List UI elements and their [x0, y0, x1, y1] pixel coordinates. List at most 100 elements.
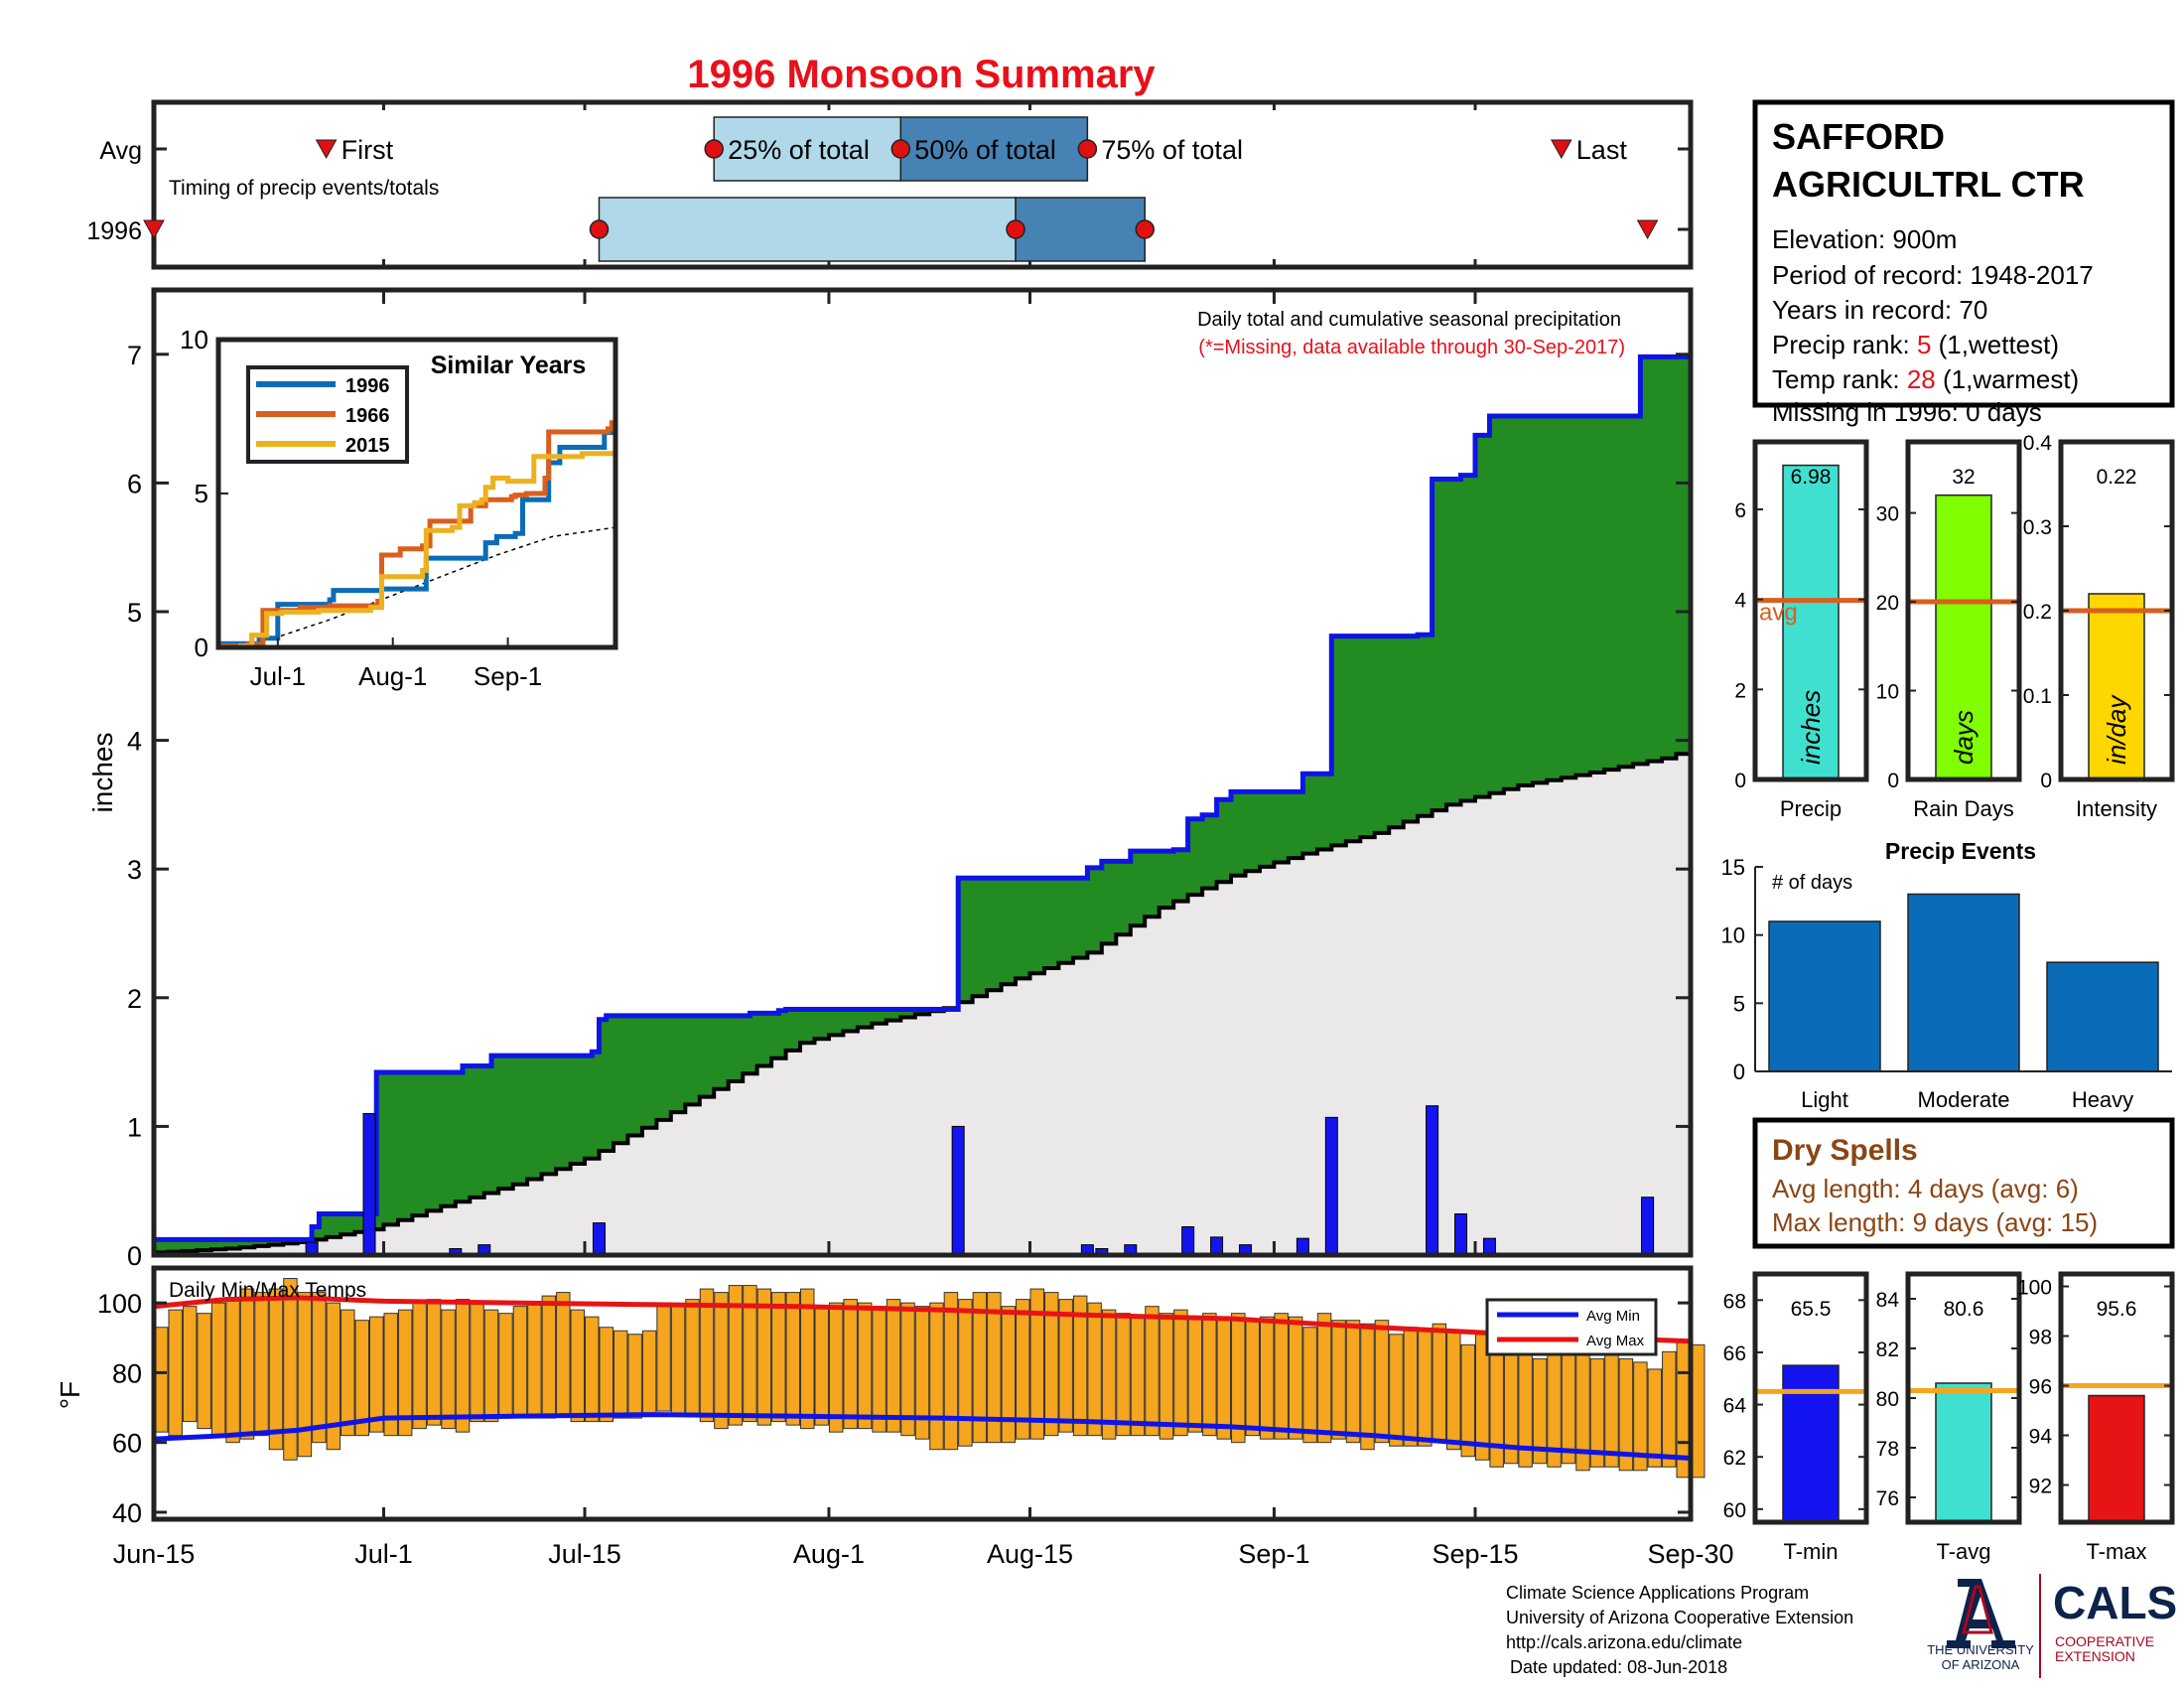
cals-line2: EXTENSION — [2055, 1648, 2135, 1664]
avg-q25-q50-box — [713, 116, 902, 182]
avg-last-marker — [1550, 139, 1572, 160]
inset-frame — [215, 337, 618, 650]
tmax-stat-frame — [2058, 1271, 2175, 1525]
daily-temp-bar — [168, 1309, 183, 1437]
daily-temp-bar — [1589, 1357, 1605, 1468]
daily-temp-bar — [1259, 1316, 1275, 1440]
daily-precip-bar — [1482, 1237, 1496, 1256]
date-axis-label: Aug-15 — [987, 1539, 1073, 1569]
dry-spells-max: Max length: 9 days (avg: 15) — [1772, 1207, 2098, 1237]
cals-logo: CALS COOPERATIVE EXTENSION — [2053, 1577, 2177, 1664]
raindays-stat-bar-label: days — [1949, 710, 1979, 765]
daily-temp-bar — [225, 1299, 240, 1444]
tmin-stat-value-label: 65.5 — [1791, 1298, 1832, 1321]
figure-title: 1996 Monsoon Summary — [687, 53, 1156, 96]
daily-temp-bar — [441, 1309, 456, 1430]
daily-temp-bar — [470, 1302, 484, 1423]
daily-temp-bar — [210, 1302, 226, 1437]
similar-years-inset: 0 5 10 Jul-1 Aug-1 Sep-1 Similar Years 1996 1… — [180, 325, 618, 691]
precip-rank-label: Precip rank: — [1772, 330, 1917, 359]
year-last-marker — [1636, 219, 1659, 240]
year-q50-marker — [1006, 219, 1025, 239]
date-axis-label: Sep-15 — [1432, 1539, 1518, 1569]
events-title: Precip Events — [1885, 838, 2036, 864]
inset-legend: 1996 1966 2015 — [246, 365, 409, 464]
precip-events-panel: Light Moderate Heavy 0 5 10 15 — [1721, 855, 2172, 1112]
daily-temp-bar — [972, 1292, 988, 1444]
footer-credits: Climate Science Applications Program Uni… — [1506, 1583, 1853, 1677]
daily-temp-bar — [297, 1292, 313, 1458]
daily-precip-bar — [592, 1222, 606, 1256]
daily-temp-bar — [498, 1313, 513, 1419]
intensity-stat-bar-label: in/day — [2102, 694, 2131, 765]
daily-temp-bar — [914, 1306, 930, 1440]
daily-temp-bar — [699, 1288, 715, 1423]
inset-series-line-1966 — [218, 379, 618, 648]
inset-title: Similar Years — [431, 352, 587, 379]
inset-xtick-label: Jul-1 — [250, 661, 306, 691]
daily-temp-bar — [1316, 1313, 1332, 1444]
precip-ytick-label: 6 — [127, 469, 142, 498]
daily-temp-bar — [512, 1306, 528, 1416]
daily-temp-bar — [857, 1302, 873, 1430]
daily-temp-bar — [800, 1288, 815, 1430]
precip-stat-ytick-label: 6 — [1734, 499, 1746, 522]
precip-ytick-label: 4 — [127, 727, 142, 757]
precip-subtitle: (*=Missing, data available through 30-Se… — [1198, 337, 1625, 358]
daily-temp-bar — [1633, 1361, 1648, 1472]
intensity-stat-ytick-label: 0.4 — [2023, 432, 2053, 455]
daily-temp-bar — [383, 1313, 398, 1437]
daily-temp-bar — [426, 1299, 442, 1426]
daily-temp-bar — [1159, 1313, 1174, 1440]
daily-temp-bar — [239, 1288, 255, 1440]
raindays-stat-ytick-label: 0 — [1887, 770, 1899, 792]
daily-temp-bar — [397, 1309, 413, 1437]
tmin-stat-ytick-label: 66 — [1723, 1342, 1746, 1365]
date-axis-label: Jul-15 — [548, 1539, 621, 1569]
daily-temp-bar — [670, 1306, 686, 1416]
daily-temp-bar — [1604, 1354, 1619, 1468]
precip-ytick-label: 5 — [127, 598, 142, 628]
tmin-stat-ytick-label: 68 — [1723, 1290, 1746, 1313]
daily-temp-bar — [341, 1309, 355, 1437]
year-q25-marker — [589, 219, 610, 239]
daily-precip-bar — [362, 1112, 376, 1256]
daily-temp-bar — [412, 1302, 427, 1430]
precip-frame — [151, 287, 1694, 1258]
tmin-stat-frame — [1752, 1271, 1869, 1525]
daily-temp-bar — [1532, 1357, 1548, 1465]
daily-temp-bar — [541, 1295, 557, 1419]
precip-ytick-label: 2 — [127, 984, 142, 1014]
daily-temp-bar — [1662, 1350, 1677, 1468]
daily-temp-bar — [1029, 1288, 1044, 1440]
temp-panel: 40 60 80 100 Daily Min/Max Temps °F Avg Min… — [55, 1265, 1706, 1528]
avg-q25-label: 25% of total — [728, 135, 870, 165]
legend-label-1966: 1966 — [345, 405, 390, 427]
tmax-stat-ytick-label: 98 — [2029, 1327, 2052, 1349]
daily-temp-bar — [1001, 1306, 1017, 1444]
avg-last-label: Last — [1576, 135, 1628, 165]
tmin-stat-bar — [1782, 1364, 1840, 1523]
temp-ytick-label: 100 — [97, 1289, 142, 1319]
daily-temp-bar — [1145, 1306, 1160, 1437]
daily-temp-bar — [771, 1292, 786, 1423]
inset-ytick-label: 5 — [195, 479, 208, 508]
station-temp-rank: Temp rank: 28 (1,warmest) — [1772, 364, 2079, 394]
university-of-arizona-logo: THE UNIVERSITY OF ARIZONA — [1927, 1579, 2034, 1672]
temp-ytick-label: 40 — [112, 1498, 142, 1528]
temp-title: Daily Min/Max Temps — [169, 1279, 366, 1302]
dry-spells-frame — [1752, 1117, 2175, 1249]
avg-q50-q75-box — [899, 116, 1089, 182]
intensity-stat-ytick-label: 0 — [2040, 770, 2052, 792]
daily-temp-bar — [943, 1292, 959, 1451]
daily-temp-bar — [1432, 1323, 1447, 1444]
daily-temp-bar — [958, 1299, 973, 1447]
inset-xtick-label: Sep-1 — [474, 661, 542, 691]
daily-temp-bar — [1360, 1323, 1375, 1451]
station-period: Period of record: 1948-2017 — [1772, 260, 2094, 290]
tavg-stat-panel: 80.6 76 78 80 82 84 T-avg — [1876, 1271, 2022, 1564]
tmax-stat-category-label: T-max — [2086, 1539, 2146, 1564]
daily-temp-bar — [197, 1313, 211, 1430]
tmax-stat-ytick-label: 100 — [2017, 1277, 2052, 1300]
